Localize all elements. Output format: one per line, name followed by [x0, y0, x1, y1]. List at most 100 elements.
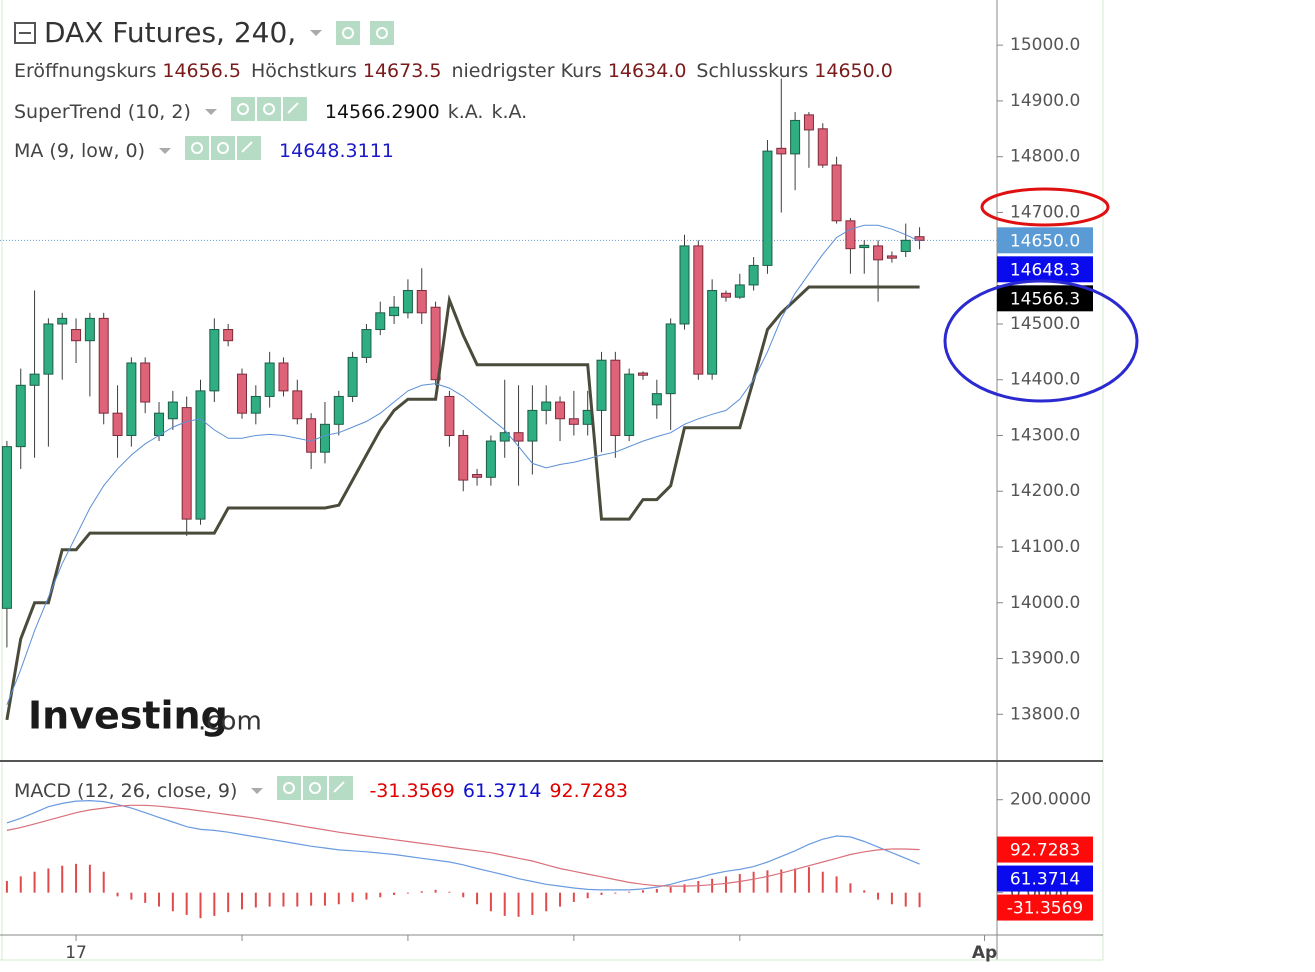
indicator-value: k.A.: [447, 100, 484, 123]
red-ellipse-annotation: [980, 187, 1110, 227]
candle-body: [126, 362, 137, 436]
x-tick-label: 17: [65, 943, 87, 963]
candle-body: [278, 362, 289, 392]
watermark-domain: .com: [198, 707, 262, 737]
y-tick-label: 15000.0: [1010, 35, 1080, 55]
indicator-name: SuperTrend (10, 2): [14, 100, 191, 123]
candle-body: [29, 373, 40, 386]
dropdown-caret[interactable]: [204, 108, 217, 115]
candle-body: [748, 264, 759, 286]
supertrend-row: SuperTrend (10, 2) 14566.2900 k.A. k.A.: [14, 97, 527, 126]
indicator-value: -31.3569: [369, 779, 455, 802]
chart-title: DAX Futures, 240,: [44, 16, 297, 49]
candle-body: [195, 390, 206, 520]
plot-layer: 15000.014900.014800.014700.014600.014500…: [0, 35, 1093, 963]
candle-body: [555, 401, 566, 420]
price-tag-label: 92.7283: [1010, 841, 1080, 861]
candle-body: [154, 412, 165, 436]
dropdown-caret[interactable]: [159, 147, 172, 154]
ma-row: MA (9, low, 0) 14648.3111: [14, 136, 394, 165]
candle-body: [416, 290, 427, 314]
watermark-brand: Investing: [28, 694, 228, 738]
visibility-icon[interactable]: [277, 776, 302, 800]
visibility-icon[interactable]: [185, 136, 210, 160]
collapse-button[interactable]: [14, 21, 36, 44]
indicator-line: [5, 285, 920, 721]
candle-body: [707, 290, 718, 375]
candle-body: [71, 329, 82, 342]
price-tag-label: -31.3569: [1007, 899, 1083, 919]
candle-body: [361, 329, 372, 358]
candle-body: [734, 284, 745, 298]
ohlc-value: 14673.5: [362, 60, 442, 82]
candle-body: [541, 401, 552, 411]
price-tag: [997, 836, 1093, 863]
settings-icon[interactable]: [256, 97, 281, 121]
candle-body: [347, 356, 358, 397]
price-tag-label: 61.3714: [1010, 870, 1080, 890]
visibility-icon[interactable]: [230, 97, 255, 121]
candle-body: [209, 329, 220, 392]
candle-body: [292, 390, 303, 420]
price-tag-label: 14648.3: [1010, 260, 1080, 280]
candle-body: [513, 432, 524, 442]
y-tick-label: 13800.0: [1010, 704, 1080, 724]
candle-body: [458, 434, 469, 481]
candle-body: [776, 147, 787, 155]
settings-icon[interactable]: [303, 776, 328, 800]
indicator-name: MA (9, low, 0): [14, 139, 146, 162]
remove-icon[interactable]: [282, 97, 307, 121]
candle-body: [651, 393, 662, 406]
indicator-value: 92.7283: [549, 779, 629, 802]
candle-body: [112, 412, 123, 436]
y-tick-label: 14100.0: [1010, 537, 1080, 557]
candle-body: [472, 474, 483, 478]
candle-body: [679, 245, 690, 325]
candle-body: [693, 245, 704, 375]
candle-body: [264, 362, 275, 397]
macd-row: MACD (12, 26, close, 9) -31.3569 61.3714…: [14, 776, 628, 805]
settings-icon[interactable]: [370, 20, 395, 45]
macd-line: [6, 804, 920, 887]
indicator-value: 61.3714: [462, 779, 542, 802]
settings-icon[interactable]: [211, 136, 236, 160]
candle-body: [181, 407, 192, 520]
ohlc-value: 14650.0: [814, 60, 893, 82]
dropdown-caret[interactable]: [310, 29, 323, 36]
price-tag: [997, 227, 1093, 254]
candle-body: [43, 323, 54, 375]
remove-icon[interactable]: [237, 136, 262, 160]
candle-body: [1, 446, 12, 609]
macd-line: [6, 799, 920, 891]
ohlc-row: Eröffnungskurs 14656.5 Höchstkurs 14673.5 …: [14, 60, 897, 82]
candle-body: [624, 373, 635, 436]
candle-body: [389, 306, 400, 317]
candle-body: [319, 423, 330, 453]
price-tag: [997, 256, 1093, 283]
ohlc-label: Höchstkurs: [250, 60, 357, 82]
candle-body: [568, 418, 579, 425]
dropdown-caret[interactable]: [251, 787, 264, 794]
title-row: DAX Futures, 240,: [14, 16, 396, 49]
candle-body: [845, 220, 856, 250]
candle-body: [900, 239, 911, 252]
candle-body: [790, 119, 801, 155]
candle-body: [333, 395, 344, 425]
visibility-icon[interactable]: [336, 20, 361, 45]
remove-icon[interactable]: [329, 776, 354, 800]
y-tick-label: 14900.0: [1010, 91, 1080, 111]
candle-body: [15, 384, 26, 448]
indicator-line: [6, 224, 920, 705]
candle-body: [430, 306, 441, 381]
candle-body: [527, 409, 538, 442]
indicator-value: k.A.: [491, 100, 528, 123]
candle-body: [610, 359, 621, 436]
candle-body: [665, 323, 676, 395]
candle-body: [886, 255, 897, 259]
candle-body: [817, 128, 828, 166]
candle-body: [859, 244, 870, 249]
y-tick-label: 14200.0: [1010, 481, 1080, 501]
candle-body: [720, 292, 731, 298]
